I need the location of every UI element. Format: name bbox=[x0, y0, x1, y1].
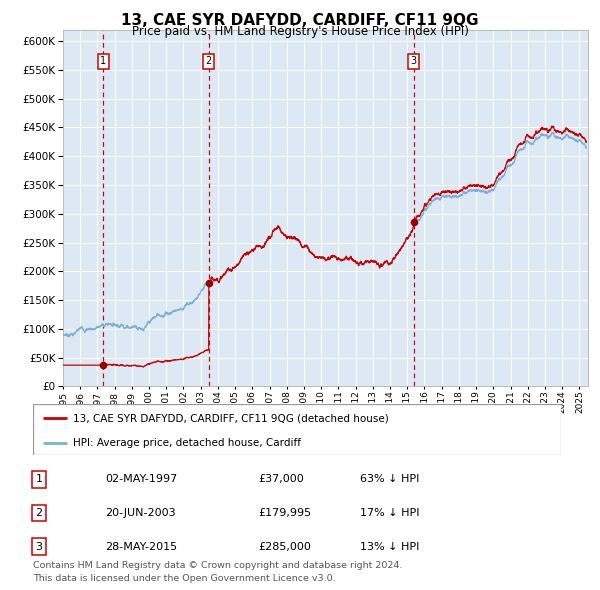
Text: 1: 1 bbox=[35, 474, 43, 484]
Text: Price paid vs. HM Land Registry's House Price Index (HPI): Price paid vs. HM Land Registry's House … bbox=[131, 25, 469, 38]
Text: 63% ↓ HPI: 63% ↓ HPI bbox=[360, 474, 419, 484]
Text: 3: 3 bbox=[35, 542, 43, 552]
Text: 13, CAE SYR DAFYDD, CARDIFF, CF11 9QG (detached house): 13, CAE SYR DAFYDD, CARDIFF, CF11 9QG (d… bbox=[73, 413, 388, 423]
Text: 28-MAY-2015: 28-MAY-2015 bbox=[105, 542, 177, 552]
Text: 13% ↓ HPI: 13% ↓ HPI bbox=[360, 542, 419, 552]
Text: 1: 1 bbox=[100, 56, 106, 66]
Text: 17% ↓ HPI: 17% ↓ HPI bbox=[360, 508, 419, 518]
Text: 3: 3 bbox=[411, 56, 417, 66]
Text: HPI: Average price, detached house, Cardiff: HPI: Average price, detached house, Card… bbox=[73, 438, 301, 447]
Text: 2: 2 bbox=[206, 56, 212, 66]
Text: £179,995: £179,995 bbox=[258, 508, 311, 518]
Text: 13, CAE SYR DAFYDD, CARDIFF, CF11 9QG: 13, CAE SYR DAFYDD, CARDIFF, CF11 9QG bbox=[121, 13, 479, 28]
Text: 02-MAY-1997: 02-MAY-1997 bbox=[105, 474, 177, 484]
Text: 20-JUN-2003: 20-JUN-2003 bbox=[105, 508, 176, 518]
Text: £285,000: £285,000 bbox=[258, 542, 311, 552]
Text: 2: 2 bbox=[35, 508, 43, 518]
FancyBboxPatch shape bbox=[33, 404, 561, 455]
Text: £37,000: £37,000 bbox=[258, 474, 304, 484]
Text: Contains HM Land Registry data © Crown copyright and database right 2024.
This d: Contains HM Land Registry data © Crown c… bbox=[33, 562, 403, 583]
